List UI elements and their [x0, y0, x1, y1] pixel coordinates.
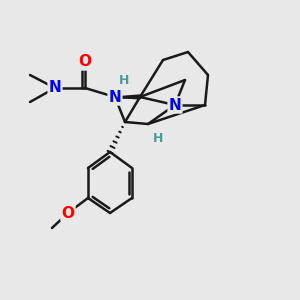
Text: N: N — [49, 80, 62, 95]
Text: N: N — [169, 98, 182, 112]
Text: N: N — [109, 89, 122, 104]
Polygon shape — [115, 95, 140, 99]
Text: H: H — [119, 74, 129, 86]
Text: O: O — [61, 206, 74, 220]
Text: O: O — [79, 55, 92, 70]
Text: H: H — [153, 131, 163, 145]
